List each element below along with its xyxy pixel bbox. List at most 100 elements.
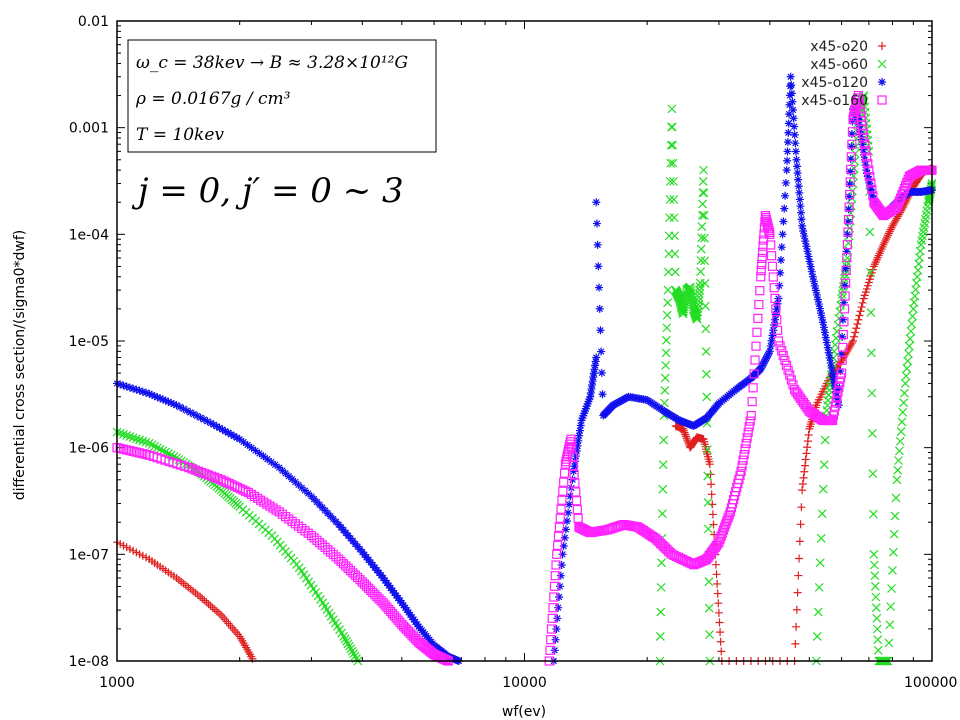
cross-marker: [153, 443, 162, 453]
square-marker: [768, 272, 778, 282]
cross-marker: [131, 434, 141, 444]
star-marker: [255, 449, 264, 458]
star-marker: [822, 338, 831, 347]
cross-marker: [663, 285, 673, 295]
star-marker: [562, 517, 571, 526]
star-marker: [598, 390, 607, 399]
cross-marker: [884, 638, 894, 648]
square-marker: [569, 469, 579, 479]
square-marker: [293, 521, 304, 531]
star-marker: [863, 169, 872, 178]
star-marker: [878, 78, 886, 86]
star-marker: [587, 384, 596, 393]
plus-marker: [856, 307, 865, 316]
cross-marker: [901, 371, 911, 381]
cross-marker: [819, 460, 829, 470]
plus-marker: [884, 229, 893, 238]
star-marker: [809, 277, 818, 286]
star-marker: [811, 286, 820, 295]
cross-marker: [699, 188, 709, 198]
star-marker: [189, 410, 198, 419]
star-marker: [291, 477, 300, 486]
square-marker: [721, 519, 731, 529]
square-marker: [843, 214, 854, 225]
square-marker: [303, 528, 313, 538]
cross-marker: [350, 651, 360, 661]
square-marker: [138, 449, 148, 459]
star-marker: [865, 178, 874, 187]
square-marker: [831, 396, 841, 407]
cross-marker: [340, 634, 350, 644]
square-marker: [766, 251, 777, 261]
square-marker: [830, 401, 840, 411]
square-marker: [567, 452, 578, 462]
star-marker: [566, 492, 575, 501]
cross-marker: [896, 427, 906, 437]
star-marker: [239, 438, 248, 447]
square-marker: [781, 360, 792, 370]
plus-marker: [799, 473, 808, 482]
square-marker: [752, 327, 762, 337]
star-marker: [807, 267, 816, 276]
square-marker: [828, 411, 839, 421]
star-marker: [782, 166, 791, 175]
star-marker: [799, 226, 808, 235]
square-marker: [297, 523, 307, 534]
cross-marker: [818, 484, 828, 494]
square-marker: [306, 530, 317, 541]
star-marker: [586, 388, 595, 397]
square-marker: [758, 235, 769, 245]
star-marker: [805, 257, 814, 266]
star-marker: [560, 533, 569, 542]
square-marker: [118, 444, 129, 454]
star-marker: [773, 299, 782, 308]
star-marker: [780, 204, 789, 213]
star-marker: [575, 431, 584, 440]
cross-marker: [705, 630, 714, 640]
star-marker: [868, 191, 877, 200]
cross-marker: [906, 326, 916, 336]
cross-marker: [700, 279, 710, 288]
cross-marker: [904, 341, 914, 351]
square-marker: [197, 467, 207, 478]
star-marker: [158, 395, 167, 404]
square-marker: [660, 543, 671, 553]
star-marker: [580, 409, 589, 418]
plus-marker: [803, 437, 812, 446]
plus-marker: [887, 223, 896, 232]
y-tick-label: 0.01: [78, 14, 109, 30]
star-marker: [116, 380, 125, 389]
star-marker: [169, 400, 178, 409]
cross-marker: [693, 303, 703, 313]
square-marker: [656, 538, 666, 549]
cross-marker: [898, 407, 908, 417]
square-marker: [568, 460, 578, 471]
plus-marker: [798, 486, 807, 495]
star-marker: [284, 472, 293, 481]
star-marker: [827, 364, 836, 373]
cross-marker: [667, 122, 677, 132]
star-marker: [300, 486, 309, 495]
star-marker: [798, 221, 807, 230]
plus-marker: [794, 571, 803, 580]
star-marker: [576, 421, 585, 430]
star-marker: [819, 323, 828, 332]
star-marker: [844, 205, 853, 214]
star-marker: [839, 298, 848, 307]
star-marker: [551, 635, 560, 644]
plus-marker: [885, 227, 894, 236]
square-marker: [654, 537, 664, 547]
star-marker: [786, 72, 795, 81]
square-marker: [839, 317, 849, 327]
cross-marker: [905, 334, 915, 344]
square-marker: [440, 655, 451, 665]
star-marker: [859, 145, 868, 154]
plus-marker: [853, 320, 862, 329]
square-marker: [717, 528, 727, 538]
star-marker: [278, 466, 287, 475]
square-marker: [551, 560, 561, 570]
square-marker: [281, 512, 291, 522]
star-marker: [579, 411, 588, 420]
star-marker: [227, 430, 236, 439]
square-marker: [842, 240, 852, 250]
